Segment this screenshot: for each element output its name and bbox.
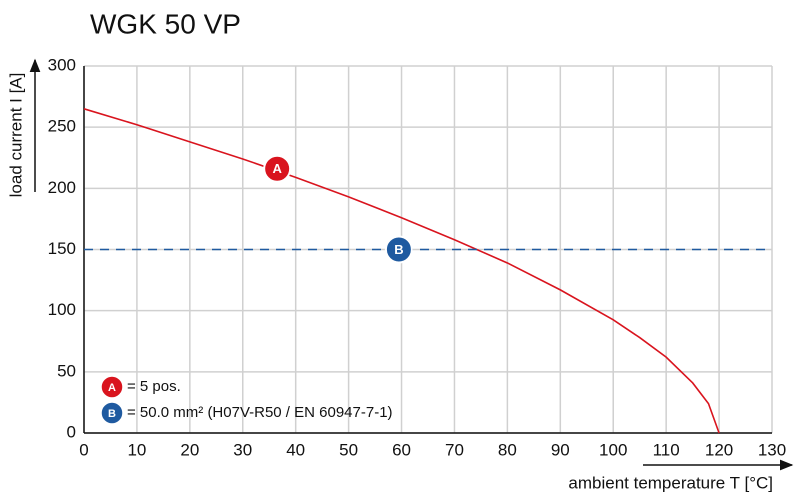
x-axis-label: ambient temperature T [°C] [568,473,773,492]
series-line [83,108,720,434]
series-badge [100,375,124,399]
y-tick-label: 300 [48,55,76,74]
label-marker [384,235,413,264]
marker-letter: A [272,161,282,176]
x-tick-label: 120 [705,440,733,459]
y-tick-label: 0 [67,422,76,441]
y-tick-label: 200 [48,178,76,197]
badge-letter: A [108,382,116,394]
x-tick-label: 30 [233,440,252,459]
x-tick-label: 70 [445,440,464,459]
x-tick-label: 90 [551,440,570,459]
x-tick-label: 60 [392,440,411,459]
y-tick-label: 100 [48,300,76,319]
chart-title: WGK 50 VP [90,8,241,39]
x-tick-label: 110 [653,440,680,459]
y-tick-label: 250 [48,117,76,136]
marker-letter: B [394,242,403,257]
label-marker [263,154,292,183]
y-tick-label: 50 [57,361,76,380]
series-badge [100,401,124,425]
x-tick-label: 50 [339,440,358,459]
x-tick-label: 10 [127,440,146,459]
x-tick-label: 130 [758,440,786,459]
x-tick-label: 0 [79,440,88,459]
x-tick-label: 100 [599,440,627,459]
y-tick-label: 150 [48,239,76,258]
y-axis-label: load current I [A] [6,73,25,198]
x-tick-label: 40 [286,440,305,459]
x-tick-label: 20 [180,440,199,459]
legend-text: = 5 pos. [127,378,181,395]
legend-text: = 50.0 mm² (H07V-R50 / EN 60947-7-1) [127,404,393,421]
x-tick-label: 80 [498,440,517,459]
badge-letter: B [108,408,116,420]
